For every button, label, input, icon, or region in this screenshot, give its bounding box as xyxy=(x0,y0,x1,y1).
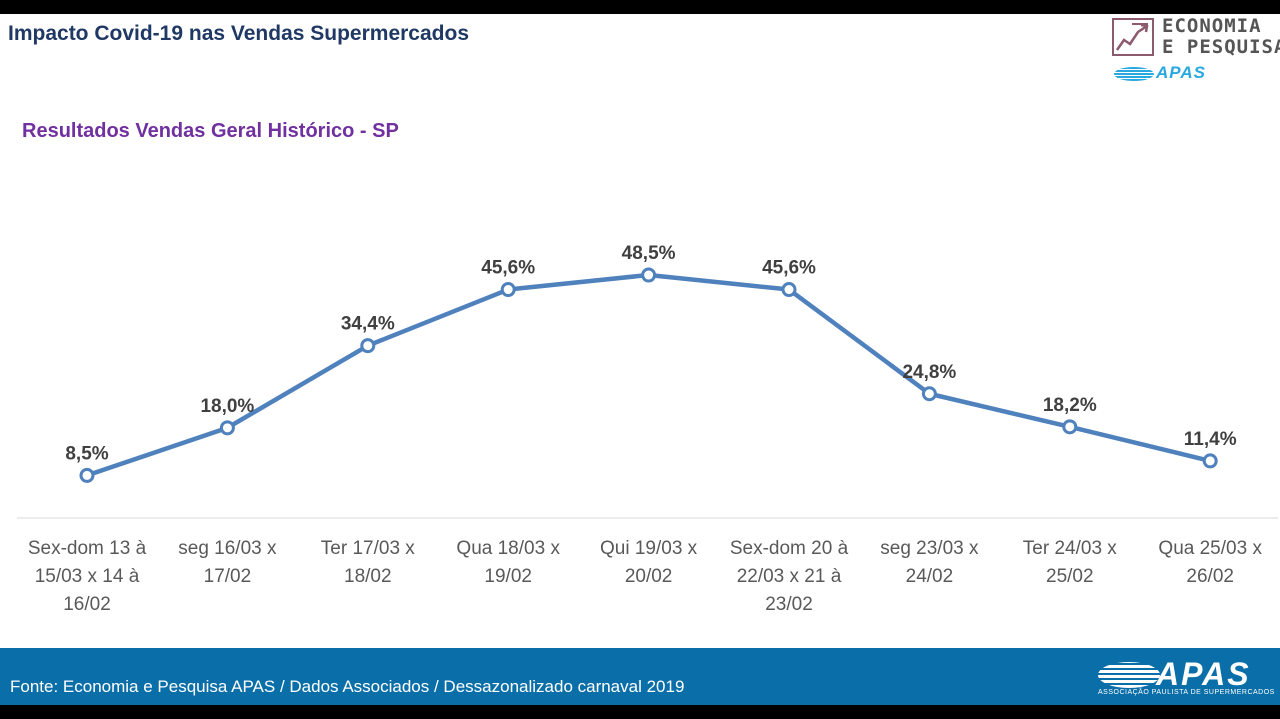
x-tick-label: Ter 17/03 x 18/02 xyxy=(321,538,415,587)
logo-line2: E PESQUISA xyxy=(1162,36,1280,58)
data-label: 18,0% xyxy=(200,396,254,417)
logo-line1: ECONOMIA xyxy=(1162,15,1262,37)
data-label: 8,5% xyxy=(65,443,108,464)
data-point xyxy=(781,282,797,298)
data-label: 45,6% xyxy=(762,258,816,279)
apas-footer-word: APAS xyxy=(1156,656,1251,692)
data-label: 11,4% xyxy=(1184,429,1237,450)
data-label: 24,8% xyxy=(902,362,956,383)
data-label: 34,4% xyxy=(341,314,395,335)
data-point xyxy=(1062,419,1078,435)
top-black-bar xyxy=(0,0,1280,14)
data-point xyxy=(1202,453,1218,469)
source-note: Fonte: Economia e Pesquisa APAS / Dados … xyxy=(10,677,685,696)
economia-pesquisa-logo: ECONOMIA E PESQUISA APAS xyxy=(1108,16,1280,84)
line-chart: 8,5% 18,0% 34,4% 45,6% 48,5% 45,6% 24,8% 18,2% 1… xyxy=(17,243,1278,615)
apas-footer-subtitle: ASSOCIAÇÃO PAULISTA DE SUPERMERCADOS xyxy=(1098,689,1275,696)
logo-text: ECONOMIA E PESQUISA xyxy=(1162,16,1280,58)
trend-chart-icon xyxy=(1112,18,1154,56)
x-tick-label: seg 16/03 x 17/02 xyxy=(178,538,277,587)
x-tick-label: seg 23/03 x 24/02 xyxy=(880,538,979,587)
data-label: 45,6% xyxy=(481,258,535,279)
footer-bar: Fonte: Economia e Pesquisa APAS / Dados … xyxy=(0,648,1280,705)
data-point xyxy=(219,420,235,436)
data-point xyxy=(641,267,657,283)
x-tick-label: Qui 19/03 x 20/02 xyxy=(600,538,698,587)
bottom-black-bar xyxy=(0,705,1280,719)
data-label: 18,2% xyxy=(1043,395,1097,416)
data-point xyxy=(360,338,376,354)
apas-oval-icon xyxy=(1114,66,1154,81)
x-tick-label: Qua 18/03 x 19/02 xyxy=(456,538,560,587)
chart-title: Resultados Vendas Geral Histórico - SP xyxy=(22,120,399,142)
apas-small-logo: APAS xyxy=(1114,63,1206,83)
x-tick-label: Sex-dom 20 à 22/03 x 21 à 23/02 xyxy=(730,538,849,615)
x-tick-label: Ter 24/03 x 25/02 xyxy=(1023,538,1117,587)
data-point xyxy=(500,282,516,298)
apas-oval-icon xyxy=(1098,662,1160,688)
apas-small-word: APAS xyxy=(1156,63,1206,82)
page-title: Impacto Covid-19 nas Vendas Supermercado… xyxy=(8,22,469,45)
apas-footer-logo: APAS ASSOCIAÇÃO PAULISTA DE SUPERMERCADO… xyxy=(1096,656,1274,700)
x-tick-label: Sex-dom 13 à 15/03 x 14 à 16/02 xyxy=(28,538,147,615)
series-line xyxy=(86,272,1211,478)
data-point xyxy=(79,467,95,483)
data-point xyxy=(921,386,937,402)
data-label: 48,5% xyxy=(622,243,676,264)
x-tick-label: Qua 25/03 x 26/02 xyxy=(1158,538,1262,587)
